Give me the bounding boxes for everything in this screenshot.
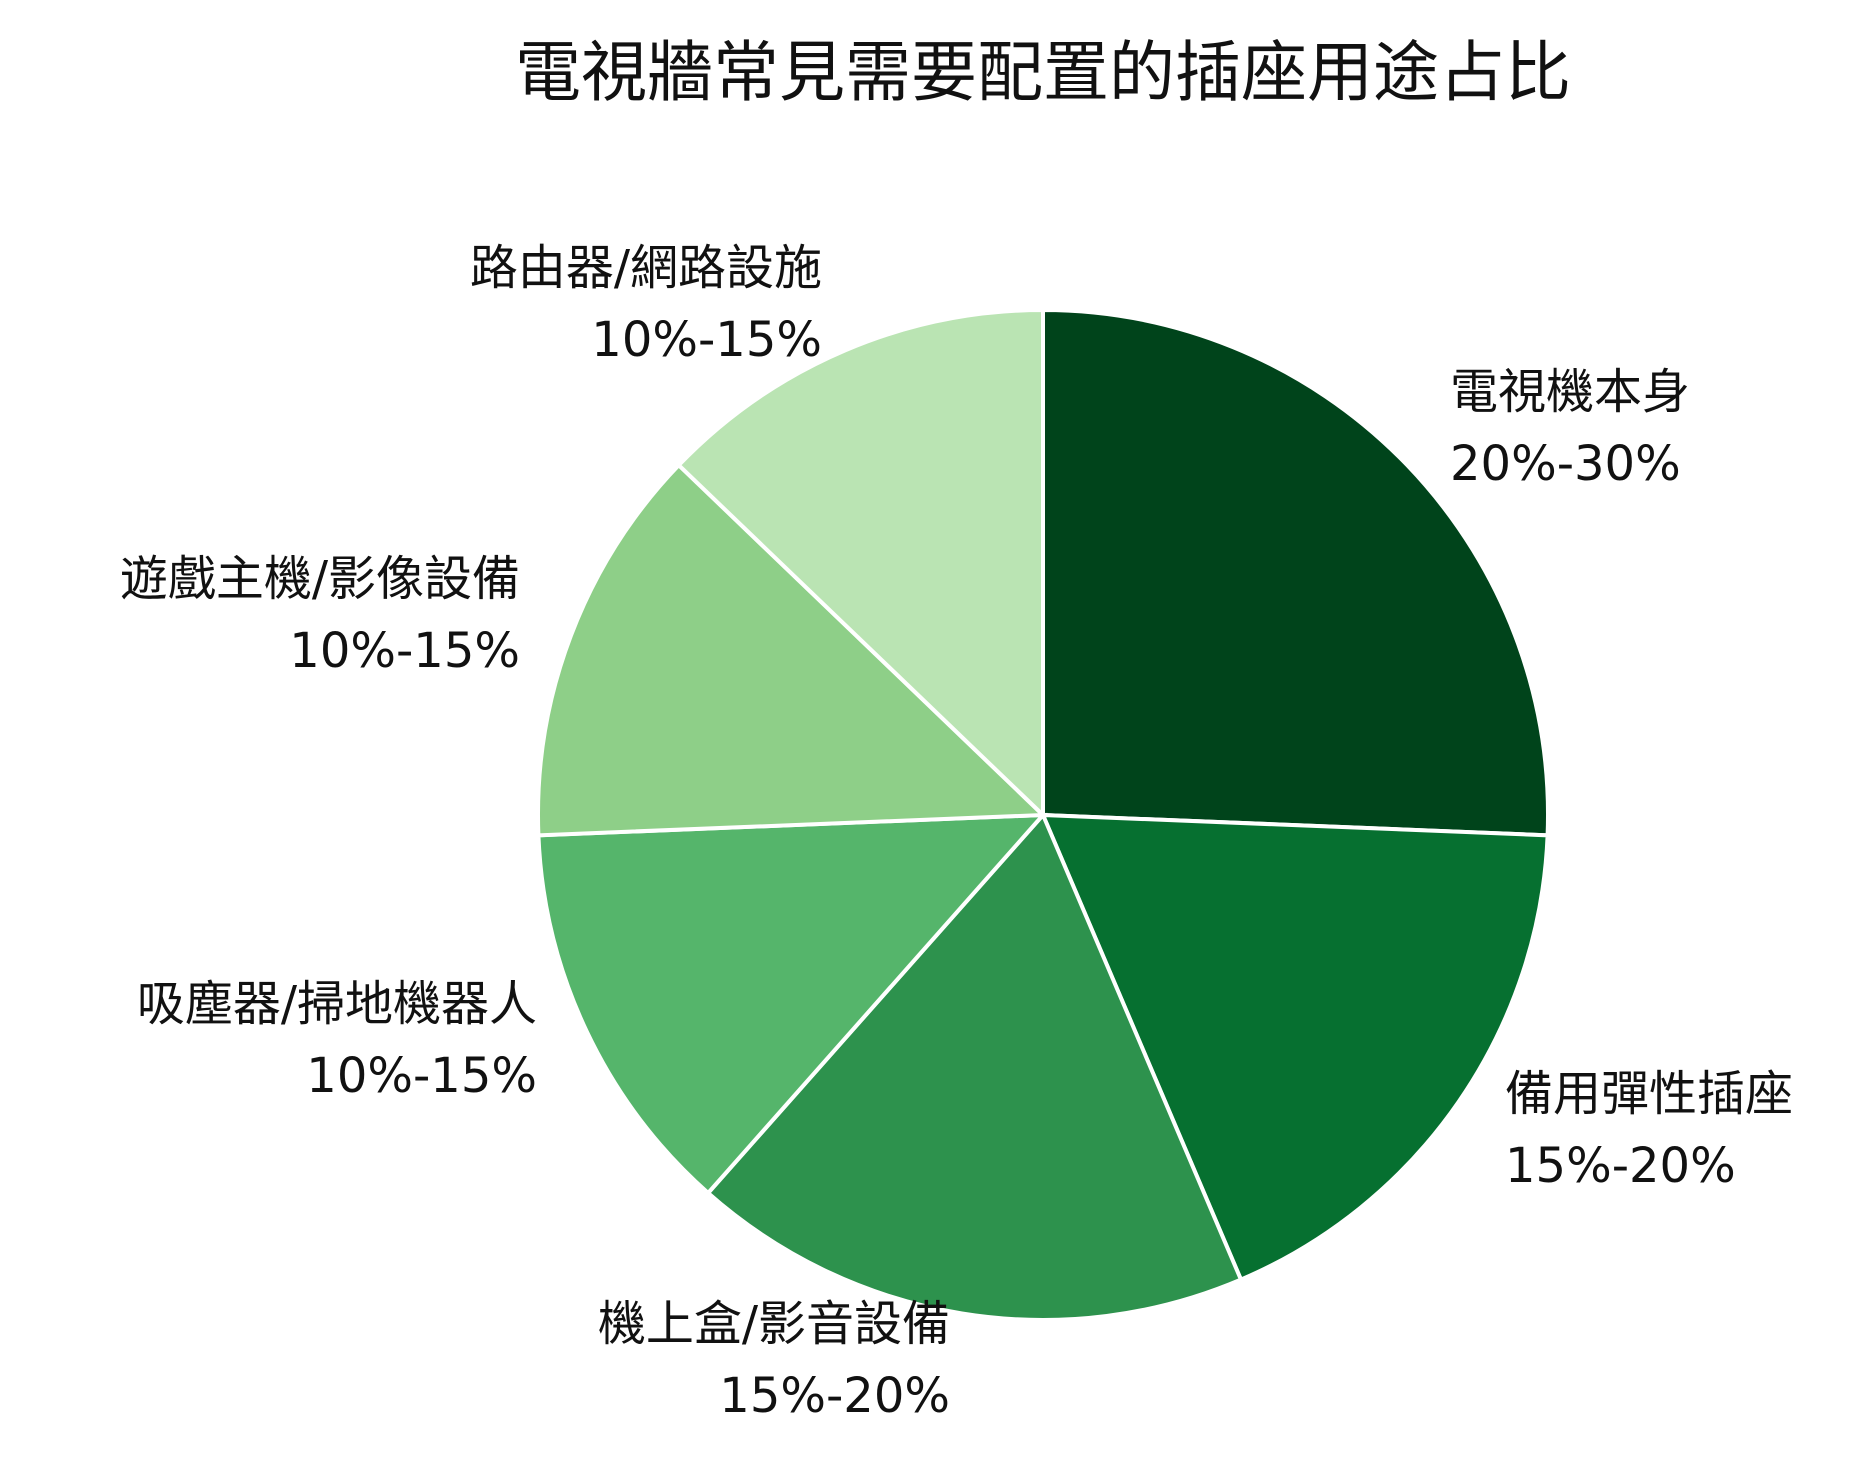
pie-slice	[1039, 812, 1550, 1283]
slice-value-label: 10%-15%	[306, 1048, 537, 1104]
slice-value-label: 10%-15%	[591, 312, 822, 368]
slice-label: 路由器/網路設施	[470, 240, 822, 296]
pie-labels: 電視機本身 20%-30% 備用彈性插座 15%-20% 機上盒/影音設備 15%-20%…	[120, 240, 1793, 1424]
slice-value-label: 20%-30%	[1450, 436, 1681, 492]
slice-label: 備用彈性插座	[1505, 1066, 1793, 1122]
slice-label: 遊戲主機/影像設備	[120, 551, 520, 607]
slice-label: 吸塵器/掃地機器人	[137, 976, 537, 1032]
slice-label: 電視機本身	[1450, 364, 1690, 420]
slice-value-label: 15%-20%	[719, 1368, 950, 1424]
pie-slice	[536, 462, 1048, 838]
chart-title: 電視牆常見需要配置的插座用途占比	[515, 34, 1571, 111]
pie-slice	[675, 307, 1045, 820]
pie-slices	[536, 307, 1550, 1322]
pie-slice	[536, 812, 1048, 1196]
slice-value-label: 10%-15%	[289, 623, 520, 679]
pie-slice	[705, 811, 1244, 1322]
pie-slice	[1041, 307, 1550, 838]
slice-label: 機上盒/影音設備	[598, 1296, 950, 1352]
slice-value-label: 15%-20%	[1505, 1138, 1736, 1194]
